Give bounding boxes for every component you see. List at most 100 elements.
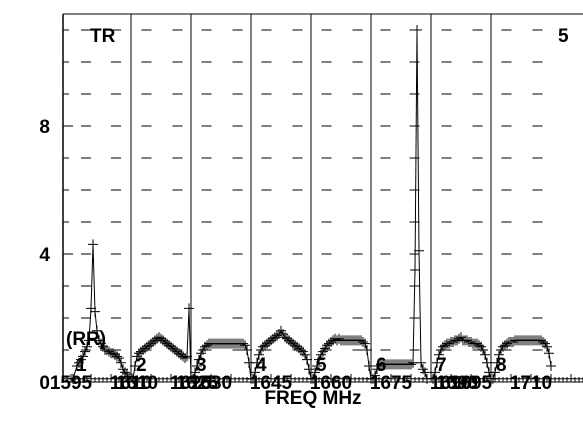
data-point: [416, 357, 426, 368]
data-point: [538, 337, 548, 347]
data-point: [202, 340, 212, 351]
data-point: [448, 337, 458, 347]
data-point: [462, 335, 472, 346]
segment-label: 3: [196, 355, 207, 376]
data-point: [492, 357, 502, 368]
y-tick-label: 0: [39, 373, 50, 394]
data-point: [120, 367, 130, 378]
data-point: [254, 349, 264, 360]
data-point: [194, 354, 204, 365]
corner-label-right: 5: [558, 26, 569, 47]
series: [68, 25, 556, 384]
data-point: [252, 357, 262, 368]
data-point: [488, 373, 498, 384]
data-point: [68, 373, 78, 384]
y-tick-label: 8: [39, 117, 50, 138]
grid: [81, 14, 543, 382]
data-point: [440, 340, 450, 351]
data-point: [358, 337, 368, 347]
x-tick-label: 1610: [110, 373, 152, 394]
data-point: [482, 357, 492, 368]
segment-label: 7: [436, 355, 447, 376]
data-point: [88, 239, 98, 250]
x-tick-label: 1625: [170, 373, 213, 394]
data-point: [128, 373, 138, 384]
data-point: [544, 348, 554, 359]
data-point: [190, 367, 200, 378]
x-tick-label: 1675: [370, 373, 413, 394]
data-point: [300, 349, 310, 360]
data-point: [112, 351, 122, 362]
data-point: [192, 361, 202, 371]
x-tick-label: 1710: [510, 373, 552, 394]
data-point: [182, 351, 192, 362]
data-point: [90, 306, 100, 317]
plot-frame: [62, 13, 583, 383]
annotation-label: (RR): [66, 329, 106, 350]
segment-label: 5: [316, 355, 327, 376]
data-point: [242, 345, 252, 355]
data-point: [362, 345, 372, 355]
data-point: [240, 340, 250, 351]
data-point: [334, 333, 344, 344]
data-point: [502, 338, 512, 349]
data-point: [360, 338, 370, 349]
data-point: [314, 354, 324, 365]
series-line: [372, 29, 428, 380]
data-point: [454, 333, 464, 344]
data-point: [114, 353, 124, 363]
data-point: [434, 349, 444, 360]
data-point: [474, 340, 484, 351]
x-tick-label: 1690: [430, 373, 472, 394]
x-tick-label: 1630: [190, 373, 232, 394]
data-point: [364, 361, 374, 371]
data-point: [466, 337, 476, 347]
x-tick-label: 1690: [436, 373, 478, 394]
data-point: [508, 337, 518, 347]
series-line: [72, 244, 130, 379]
data-point: [80, 346, 90, 357]
data-point: [304, 364, 314, 375]
data-point: [250, 367, 260, 378]
x-tick-label: 1695: [450, 373, 493, 394]
data-point: [412, 25, 422, 35]
segment-label: 1: [76, 355, 87, 376]
data-point: [248, 373, 258, 384]
data-point: [238, 338, 248, 349]
data-point: [308, 373, 318, 384]
x-axis-label: FREQ MHz: [264, 388, 361, 409]
data-point: [188, 373, 198, 384]
data-point: [546, 361, 556, 371]
data-point: [116, 357, 126, 368]
data-point: [78, 351, 88, 362]
data-point: [406, 359, 416, 370]
data-point: [414, 245, 424, 256]
data-point: [312, 361, 322, 371]
segment-label: 2: [136, 355, 147, 376]
data-point: [130, 361, 140, 371]
data-point: [490, 367, 500, 378]
y-tick-label: 4: [39, 245, 50, 266]
data-point: [84, 335, 94, 346]
segment-label: 8: [496, 355, 507, 376]
segment-label: 6: [376, 355, 387, 376]
data-point: [428, 373, 438, 384]
data-point: [184, 303, 194, 314]
data-point: [296, 345, 306, 355]
x-tick-label: 1660: [310, 373, 352, 394]
x-tick-label: 1595: [50, 373, 93, 394]
data-point: [420, 367, 430, 378]
data-point: [82, 341, 92, 352]
data-point: [432, 357, 442, 368]
data-point: [542, 341, 552, 352]
corner-label-left: TR: [90, 26, 116, 47]
data-point: [444, 338, 454, 349]
data-point: [302, 354, 312, 365]
ticks: [62, 29, 583, 382]
data-point: [430, 367, 440, 378]
data-point: [104, 346, 114, 357]
segment-label: 4: [256, 355, 267, 376]
data-point: [374, 361, 384, 371]
